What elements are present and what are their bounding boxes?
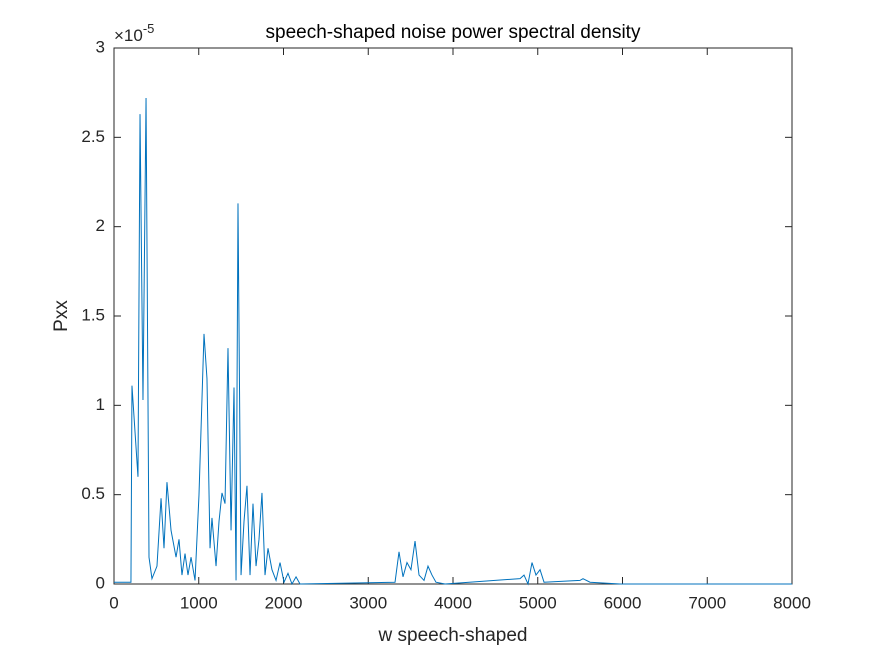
y-tick-label: 2	[96, 216, 105, 235]
x-tick-label: 3000	[349, 593, 387, 612]
x-tick-label: 0	[109, 593, 118, 612]
y-tick-label: 0.5	[81, 484, 105, 503]
x-tick-label: 7000	[688, 593, 726, 612]
x-tick-label: 4000	[434, 593, 472, 612]
x-tick-label: 6000	[604, 593, 642, 612]
axes-box	[113, 47, 793, 585]
x-axis-label: w speech-shaped	[378, 625, 528, 646]
y-tick-label: 1.5	[81, 305, 105, 324]
y-tick-label: 3	[96, 37, 105, 56]
y-exponent: ×10-5	[114, 21, 154, 45]
y-tick-label: 2.5	[81, 127, 105, 146]
y-tick-label: 0	[96, 573, 105, 592]
data-line	[114, 98, 792, 586]
chart-title: speech-shaped noise power spectral densi…	[266, 22, 641, 43]
x-tick-label: 5000	[519, 593, 557, 612]
x-tick-label: 1000	[180, 593, 218, 612]
x-tick-label: 8000	[773, 593, 811, 612]
y-exponent-base: ×10	[114, 26, 143, 45]
y-tick-label: 1	[96, 395, 105, 414]
y-axis-label: Pxx	[51, 300, 72, 332]
x-tick-label: 2000	[265, 593, 303, 612]
y-exponent-power: -5	[143, 21, 155, 36]
